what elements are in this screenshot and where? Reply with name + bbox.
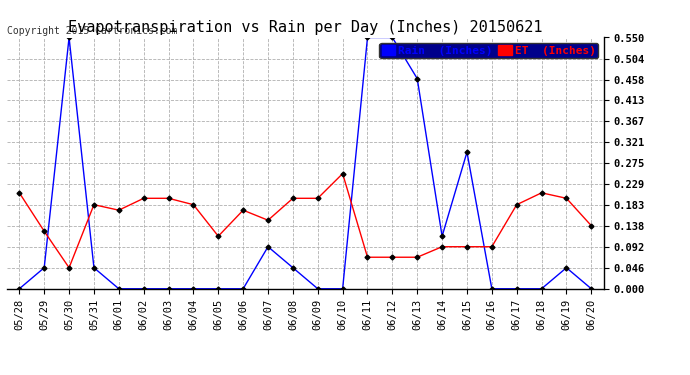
- ET  (Inches): [587, 224, 595, 228]
- ET  (Inches): [90, 202, 98, 207]
- Rain  (Inches): [90, 266, 98, 270]
- Rain  (Inches): [264, 244, 272, 249]
- Rain  (Inches): [115, 286, 123, 291]
- Rain  (Inches): [388, 35, 397, 40]
- Rain  (Inches): [314, 286, 322, 291]
- Rain  (Inches): [139, 286, 148, 291]
- Rain  (Inches): [339, 286, 347, 291]
- ET  (Inches): [264, 218, 272, 222]
- ET  (Inches): [339, 171, 347, 176]
- Rain  (Inches): [239, 286, 247, 291]
- ET  (Inches): [65, 266, 73, 270]
- ET  (Inches): [239, 208, 247, 212]
- Rain  (Inches): [189, 286, 197, 291]
- ET  (Inches): [438, 244, 446, 249]
- ET  (Inches): [164, 196, 172, 201]
- ET  (Inches): [189, 202, 197, 207]
- Rain  (Inches): [214, 286, 222, 291]
- ET  (Inches): [364, 255, 372, 260]
- Text: Copyright 2015 Cartronics.com: Copyright 2015 Cartronics.com: [7, 26, 177, 36]
- Rain  (Inches): [15, 286, 23, 291]
- ET  (Inches): [463, 244, 471, 249]
- Rain  (Inches): [413, 76, 422, 81]
- ET  (Inches): [388, 255, 397, 260]
- Rain  (Inches): [164, 286, 172, 291]
- Rain  (Inches): [40, 266, 48, 270]
- ET  (Inches): [513, 202, 521, 207]
- Rain  (Inches): [288, 266, 297, 270]
- Legend: Rain  (Inches), ET  (Inches): Rain (Inches), ET (Inches): [380, 43, 598, 58]
- ET  (Inches): [288, 196, 297, 201]
- ET  (Inches): [314, 196, 322, 201]
- ET  (Inches): [115, 208, 123, 212]
- Rain  (Inches): [488, 286, 496, 291]
- Rain  (Inches): [438, 234, 446, 238]
- Rain  (Inches): [587, 286, 595, 291]
- ET  (Inches): [15, 190, 23, 195]
- Rain  (Inches): [562, 266, 571, 270]
- ET  (Inches): [40, 229, 48, 234]
- Rain  (Inches): [364, 35, 372, 40]
- ET  (Inches): [413, 255, 422, 260]
- ET  (Inches): [538, 190, 546, 195]
- Rain  (Inches): [513, 286, 521, 291]
- ET  (Inches): [562, 196, 571, 201]
- Rain  (Inches): [65, 35, 73, 40]
- Line: ET  (Inches): ET (Inches): [18, 172, 593, 270]
- Title: Evapotranspiration vs Rain per Day (Inches) 20150621: Evapotranspiration vs Rain per Day (Inch…: [68, 20, 542, 35]
- Rain  (Inches): [463, 150, 471, 154]
- Line: Rain  (Inches): Rain (Inches): [18, 36, 593, 291]
- ET  (Inches): [139, 196, 148, 201]
- Rain  (Inches): [538, 286, 546, 291]
- ET  (Inches): [488, 244, 496, 249]
- ET  (Inches): [214, 234, 222, 238]
